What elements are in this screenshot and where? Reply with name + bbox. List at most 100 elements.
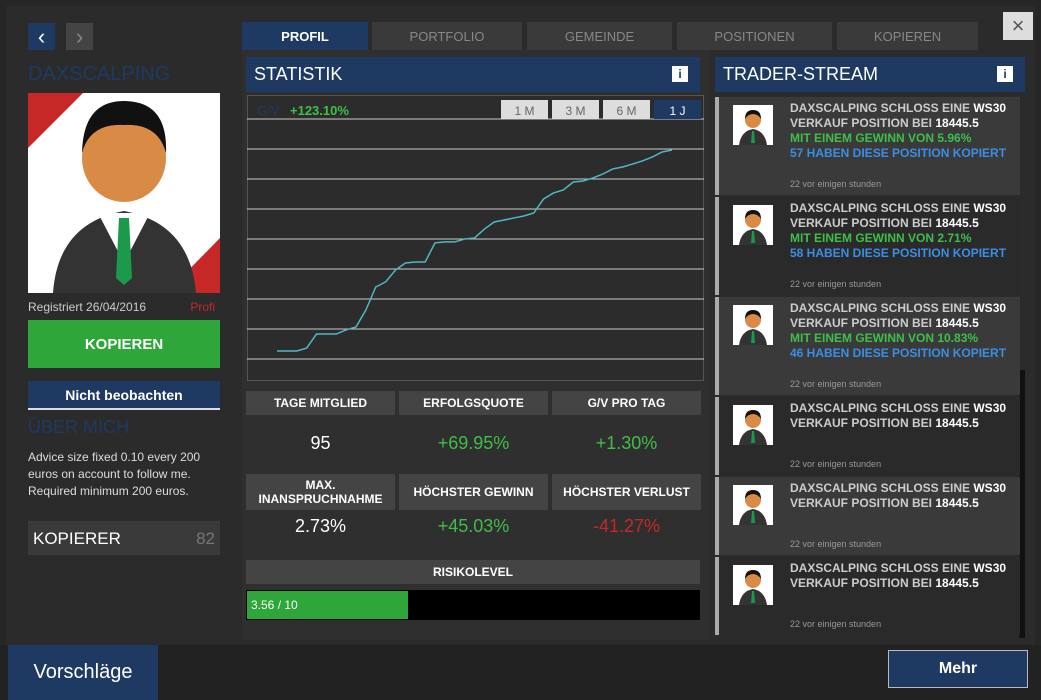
range-button[interactable] <box>603 100 650 119</box>
stream-copied: 57 HABEN DIESE POSITION KOPIERT <box>790 146 1007 160</box>
stream-line: VERKAUF POSITION BEI 18445.5 <box>790 216 979 230</box>
range-label[interactable]: 3 M <box>565 104 585 118</box>
stream-strip <box>715 197 719 295</box>
stream-text: DAXSCALPING SCHLOSS EINE <box>790 301 974 315</box>
gain-value: +123.10% <box>290 103 349 118</box>
stream-strip <box>715 397 719 475</box>
stream-item: DAXSCALPING SCHLOSS EINE WS30 VERKAUF POS… <box>715 297 1020 395</box>
stream-price: 18445.5 <box>935 416 979 430</box>
risk-title: RISIKOLEVEL <box>246 560 700 584</box>
stream-avatar <box>733 105 773 145</box>
copiers-label: KOPIERER <box>33 529 121 548</box>
scrollbar <box>1019 370 1025 638</box>
copiers-count: 82 <box>196 529 215 548</box>
stream-avatar <box>733 305 773 345</box>
stream-gain: MIT EINEM GEWINN VON 5.96% <box>790 131 972 145</box>
stat-label: MAX. INANSPRUCHNAHME <box>246 474 395 510</box>
stream-text: VERKAUF POSITION BEI <box>790 416 936 430</box>
stream-line: DAXSCALPING SCHLOSS EINE WS30 <box>790 481 1006 495</box>
stream-text: VERKAUF POSITION BEI <box>790 316 936 330</box>
trader-name: DAXSCALPING <box>28 63 171 85</box>
stat-label: TAGE MITGLIED <box>246 391 395 415</box>
stat-label: ERFOLGSQUOTE <box>399 391 548 415</box>
stream-strip <box>715 477 719 555</box>
stat-value: -41.27% <box>592 516 661 536</box>
stream-title: TRADER-STREAM <box>723 64 879 84</box>
avatar-icon <box>739 570 767 605</box>
stream-line: VERKAUF POSITION BEI 18445.5 <box>790 496 979 510</box>
stream-copied: 46 HABEN DIESE POSITION KOPIERT <box>790 346 1007 360</box>
avatar-icon <box>739 410 767 445</box>
gain-line <box>277 149 673 352</box>
stat-label: HÖCHSTER VERLUST <box>552 474 701 510</box>
stream-text: VERKAUF POSITION BEI <box>790 116 936 130</box>
chart: G/V +123.10% 1 M 3 M 6 M 1 J <box>247 95 704 381</box>
stream-time: 22 vor einigen stunden <box>790 179 882 189</box>
stream-text: DAXSCALPING SCHLOSS EINE <box>790 481 974 495</box>
range-label[interactable]: 1 J <box>669 104 685 118</box>
about-title: ÜBER MICH <box>28 417 130 437</box>
prev-button[interactable]: ‹ <box>28 23 55 50</box>
tab[interactable]: PORTFOLIO <box>372 22 522 50</box>
stream-text: VERKAUF POSITION BEI <box>790 496 936 510</box>
stream-item: DAXSCALPING SCHLOSS EINE WS30 VERKAUF POS… <box>715 197 1020 295</box>
footer <box>0 645 1041 700</box>
stream-text: DAXSCALPING SCHLOSS EINE <box>790 561 974 575</box>
stat-value: +69.95% <box>437 433 510 453</box>
stream-symbol: WS30 <box>973 101 1007 115</box>
stream-line: VERKAUF POSITION BEI 18445.5 <box>790 416 979 430</box>
stream-copied: 58 HABEN DIESE POSITION KOPIERT <box>790 246 1007 260</box>
stream-avatar <box>733 485 773 525</box>
avatar-icon <box>739 110 767 145</box>
range-button[interactable] <box>654 100 701 119</box>
more-button[interactable]: Mehr <box>888 650 1028 688</box>
range-label[interactable]: 1 M <box>514 104 534 118</box>
suggestions-button[interactable]: Vorschläge <box>8 645 158 700</box>
stream-price: 18445.5 <box>935 576 979 590</box>
tab[interactable]: PROFIL <box>242 22 368 50</box>
info-icon[interactable]: i <box>997 66 1013 82</box>
copy-button[interactable]: KOPIEREN <box>28 320 220 368</box>
stream-line: VERKAUF POSITION BEI 18445.5 <box>790 316 979 330</box>
stream-price: 18445.5 <box>935 116 979 130</box>
stream-symbol: WS30 <box>973 401 1007 415</box>
stream-strip <box>715 97 719 195</box>
stream-text: DAXSCALPING SCHLOSS EINE <box>790 101 974 115</box>
risk-bar: 3.56 / 10 <box>246 590 700 620</box>
stream-line: VERKAUF POSITION BEI 18445.5 <box>790 116 979 130</box>
stream-text: DAXSCALPING SCHLOSS EINE <box>790 401 974 415</box>
avatar-icon <box>739 210 767 245</box>
risk-fill <box>247 591 408 619</box>
stream-item: DAXSCALPING SCHLOSS EINE WS30 VERKAUF POS… <box>715 397 1020 475</box>
stat-label: HÖCHSTER GEWINN <box>399 474 548 510</box>
tab[interactable]: POSITIONEN <box>677 22 832 50</box>
copiers-box: KOPIERER 82 <box>28 521 220 555</box>
avatar-icon <box>739 310 767 345</box>
stream-symbol: WS30 <box>973 201 1007 215</box>
stat-value: 95 <box>310 433 331 453</box>
stream-time: 22 vor einigen stunden <box>790 279 882 289</box>
stream-line: DAXSCALPING SCHLOSS EINE WS30 <box>790 201 1006 215</box>
close-button[interactable]: × <box>1003 12 1033 40</box>
info-icon[interactable]: i <box>672 66 688 82</box>
watch-button[interactable]: Nicht beobachten <box>28 381 220 410</box>
stream-symbol: WS30 <box>973 301 1007 315</box>
stream-line: DAXSCALPING SCHLOSS EINE WS30 <box>790 301 1006 315</box>
stream-text: DAXSCALPING SCHLOSS EINE <box>790 201 974 215</box>
tab[interactable]: GEMEINDE <box>527 22 672 50</box>
stream-price: 18445.5 <box>935 316 979 330</box>
tab[interactable]: KOPIEREN <box>837 22 978 50</box>
stream-line: DAXSCALPING SCHLOSS EINE WS30 <box>790 561 1006 575</box>
stat-value: +1.30% <box>595 433 658 453</box>
avatar <box>28 93 220 293</box>
stream-symbol: WS30 <box>973 561 1007 575</box>
stream-item: DAXSCALPING SCHLOSS EINE WS30 VERKAUF POS… <box>715 97 1020 195</box>
avatar-image <box>28 93 220 293</box>
stream-price: 18445.5 <box>935 496 979 510</box>
next-button[interactable]: › <box>66 23 93 50</box>
range-label[interactable]: 6 M <box>616 104 636 118</box>
range-button[interactable] <box>501 100 548 119</box>
range-button[interactable] <box>552 100 599 119</box>
stat-value: +45.03% <box>437 516 510 536</box>
